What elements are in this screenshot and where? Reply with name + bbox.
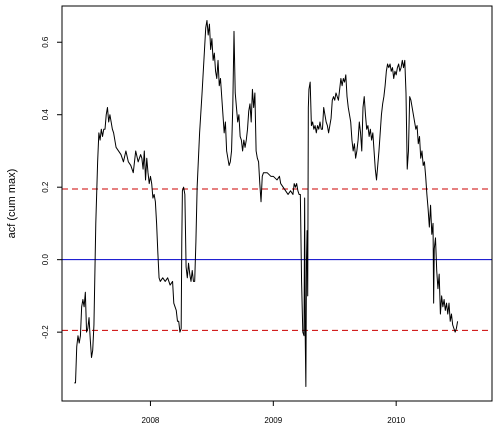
y-axis: -0.2 0.0 0.2 0.4 0.6 <box>41 36 62 339</box>
series-layer <box>74 20 459 387</box>
y-tick-label: 0.2 <box>41 181 50 193</box>
reference-lines <box>62 188 492 331</box>
x-tick-label: 2009 <box>264 416 282 425</box>
y-tick-label: 0.0 <box>41 254 50 266</box>
x-tick-label: 2008 <box>142 416 160 425</box>
series-line-0 <box>74 20 459 387</box>
x-tick-label: 2010 <box>387 416 405 425</box>
y-tick-label: 0.6 <box>41 36 50 48</box>
x-axis: 2008 2009 2010 <box>142 401 406 425</box>
y-tick-label: -0.2 <box>41 325 50 339</box>
plot-frame <box>61 5 493 402</box>
y-tick-label: 0.4 <box>41 109 50 121</box>
y-axis-title: acf (cum max) <box>6 169 18 239</box>
